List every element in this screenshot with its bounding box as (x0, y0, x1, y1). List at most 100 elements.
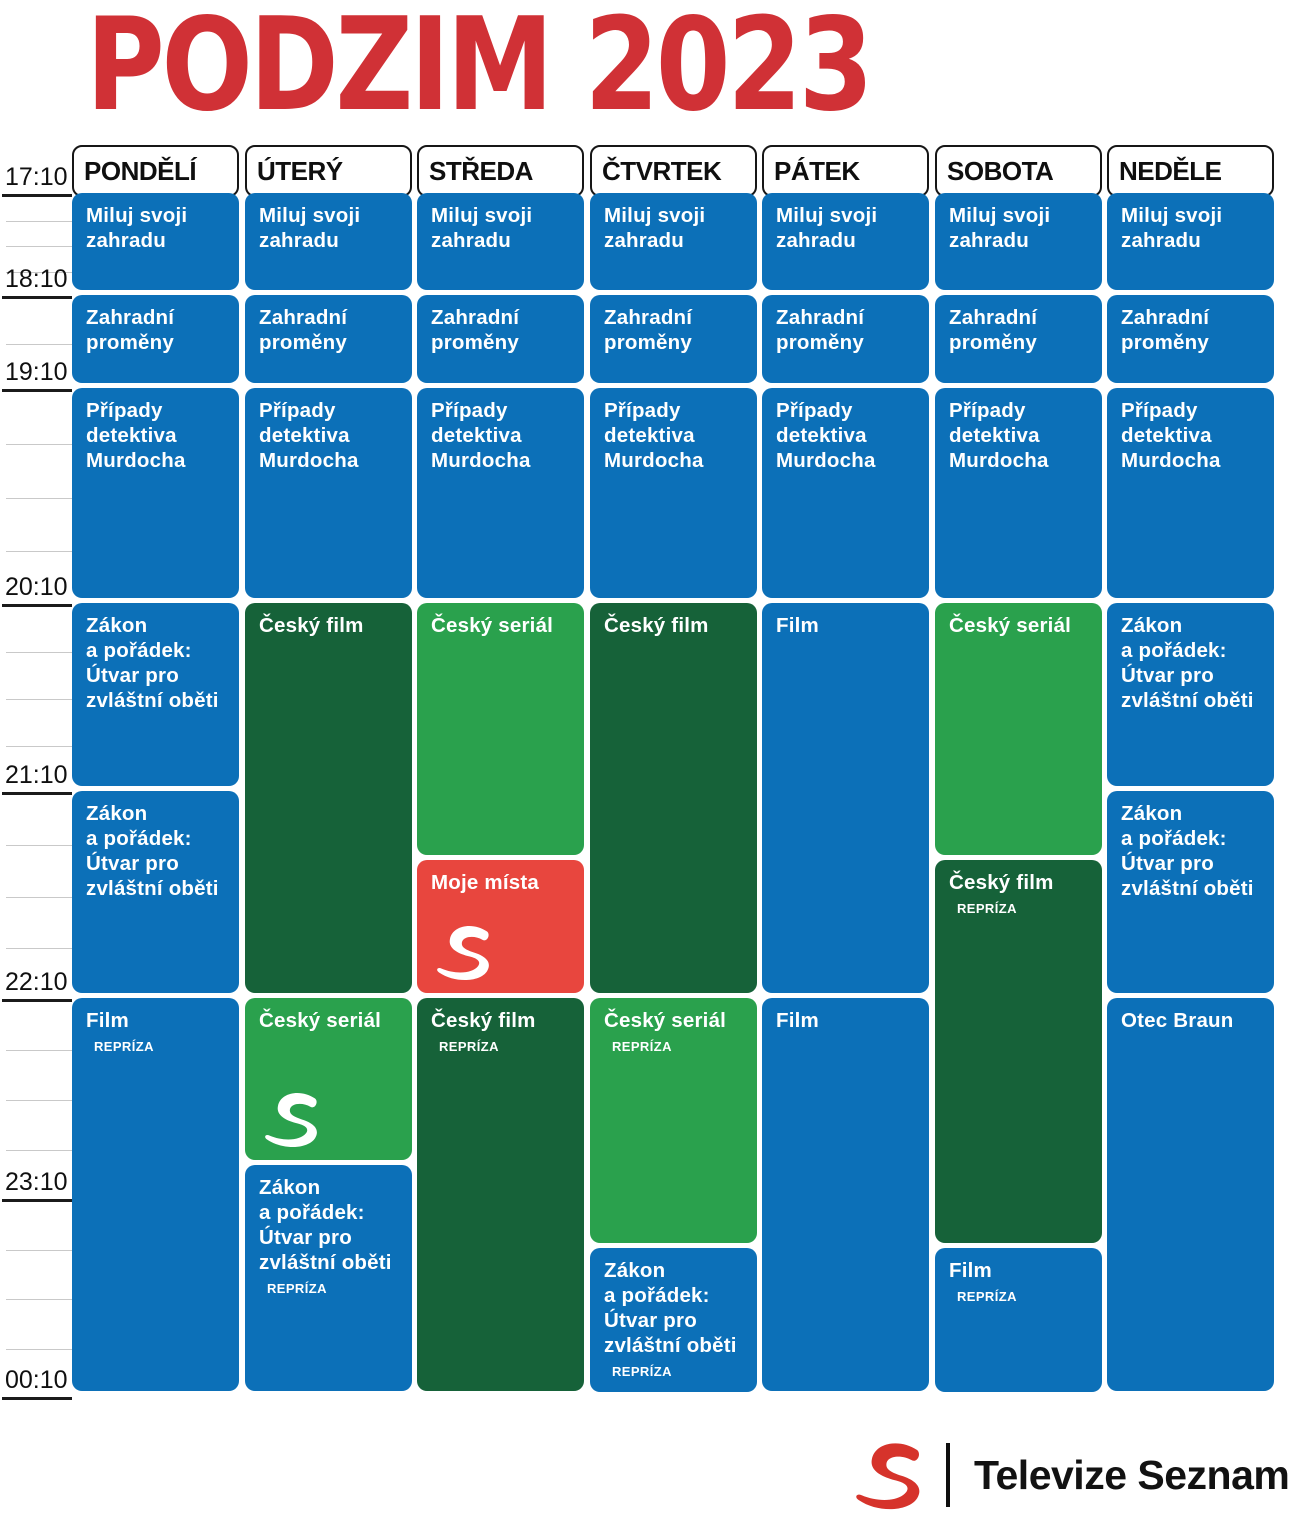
program-block: Miluj svoji zahradu (1107, 193, 1274, 290)
program-title: Případy detektiva Murdocha (1121, 399, 1221, 472)
hour-line (2, 194, 72, 197)
program-title: Případy detektiva Murdocha (949, 399, 1049, 472)
program-block: Případy detektiva Murdocha (1107, 388, 1274, 598)
program-block: Zákon a pořádek: Útvar pro zvláštní obět… (1107, 791, 1274, 993)
program-block: Moje místa (417, 860, 584, 993)
seznam-s-icon (850, 1436, 928, 1514)
program-block: Český film (590, 603, 757, 993)
quarter-hour-line (6, 444, 72, 445)
program-title: Zákon a pořádek: Útvar pro zvláštní obět… (86, 802, 219, 900)
program-title: Film (949, 1259, 992, 1282)
program-title: Zákon a pořádek: Útvar pro zvláštní obět… (86, 614, 219, 712)
quarter-hour-line (6, 221, 72, 222)
time-label: 23:10 (5, 1168, 68, 1196)
time-label: 00:10 (5, 1366, 68, 1394)
program-block: Zahradní proměny (245, 295, 412, 383)
program-block: Zahradní proměny (72, 295, 239, 383)
program-title: Miluj svoji zahradu (949, 204, 1051, 252)
program-block: Případy detektiva Murdocha (590, 388, 757, 598)
quarter-hour-line (6, 948, 72, 949)
time-label: 18:10 (5, 265, 68, 293)
quarter-hour-line (6, 1299, 72, 1300)
program-title: Zahradní proměny (259, 306, 348, 354)
repriza-badge: REPRÍZA (439, 1039, 499, 1054)
quarter-hour-line (6, 344, 72, 345)
quarter-hour-line (6, 1250, 72, 1251)
program-title: Miluj svoji zahradu (604, 204, 706, 252)
program-title: Český seriál (259, 1009, 382, 1032)
hour-line (2, 792, 72, 795)
program-block: Český seriál REPRÍZA (590, 998, 757, 1243)
program-block: Zahradní proměny (417, 295, 584, 383)
quarter-hour-line (6, 1100, 72, 1101)
day-header-3: STŘEDA (417, 145, 584, 197)
program-title: Případy detektiva Murdocha (431, 399, 531, 472)
repriza-badge: REPRÍZA (612, 1364, 672, 1379)
quarter-hour-line (6, 272, 72, 273)
quarter-hour-line (6, 897, 72, 898)
program-block: Zahradní proměny (590, 295, 757, 383)
day-header-6: SOBOTA (935, 145, 1102, 197)
program-title: Film (776, 1009, 819, 1032)
program-title: Moje místa (431, 871, 539, 894)
program-block: Film (762, 603, 929, 993)
day-header-7: NEDĚLE (1107, 145, 1274, 197)
quarter-hour-line (6, 1050, 72, 1051)
repriza-badge: REPRÍZA (94, 1039, 154, 1054)
quarter-hour-line (6, 699, 72, 700)
program-block: Miluj svoji zahradu (72, 193, 239, 290)
program-block: Český film REPRÍZA (935, 860, 1102, 1243)
program-block: Miluj svoji zahradu (590, 193, 757, 290)
program-block: Zahradní proměny (1107, 295, 1274, 383)
program-block: Zahradní proměny (935, 295, 1102, 383)
program-title: Miluj svoji zahradu (86, 204, 188, 252)
program-title: Český seriál (949, 614, 1072, 637)
program-block: Případy detektiva Murdocha (417, 388, 584, 598)
hour-line (2, 1199, 72, 1202)
program-block: Případy detektiva Murdocha (245, 388, 412, 598)
program-block: Případy detektiva Murdocha (935, 388, 1102, 598)
program-block: Miluj svoji zahradu (762, 193, 929, 290)
time-label: 21:10 (5, 761, 68, 789)
program-block: Zákon a pořádek: Útvar pro zvláštní obět… (72, 603, 239, 786)
footer-brand-text: Televize Seznam (974, 1451, 1290, 1498)
hour-line (2, 296, 72, 299)
program-title: Případy detektiva Murdocha (604, 399, 704, 472)
program-block: Miluj svoji zahradu (935, 193, 1102, 290)
program-title: Miluj svoji zahradu (776, 204, 878, 252)
quarter-hour-line (6, 746, 72, 747)
program-block: Miluj svoji zahradu (245, 193, 412, 290)
quarter-hour-line (6, 246, 72, 247)
quarter-hour-line (6, 498, 72, 499)
program-block: Zákon a pořádek: Útvar pro zvláštní obět… (1107, 603, 1274, 786)
seznam-s-icon (260, 1087, 324, 1151)
program-title: Český film (949, 871, 1054, 894)
program-block: Český seriál (417, 603, 584, 855)
program-block: Film REPRÍZA (935, 1248, 1102, 1392)
program-title: Miluj svoji zahradu (1121, 204, 1223, 252)
program-title: Zahradní proměny (1121, 306, 1210, 354)
program-title: Zákon a pořádek: Útvar pro zvláštní obět… (1121, 614, 1254, 712)
program-block: Miluj svoji zahradu (417, 193, 584, 290)
poster-title: PODZIM 2023 (86, 0, 873, 140)
quarter-hour-line (6, 845, 72, 846)
program-title: Film (86, 1009, 129, 1032)
program-title: Český film (259, 614, 364, 637)
program-block: Český seriál (935, 603, 1102, 855)
program-title: Zahradní proměny (431, 306, 520, 354)
time-label: 19:10 (5, 358, 68, 386)
seznam-s-icon (432, 920, 496, 984)
quarter-hour-line (6, 652, 72, 653)
repriza-badge: REPRÍZA (957, 1289, 1017, 1304)
footer-brand: Televize Seznam (850, 1436, 1290, 1514)
hour-line (2, 389, 72, 392)
program-block: Zákon a pořádek: Útvar pro zvláštní obět… (72, 791, 239, 993)
program-title: Zahradní proměny (949, 306, 1038, 354)
repriza-badge: REPRÍZA (957, 901, 1017, 916)
hour-line (2, 604, 72, 607)
program-title: Zákon a pořádek: Útvar pro zvláštní obět… (1121, 802, 1254, 900)
program-block: Film (762, 998, 929, 1391)
program-block: Český film (245, 603, 412, 993)
program-title: Český film (431, 1009, 536, 1032)
